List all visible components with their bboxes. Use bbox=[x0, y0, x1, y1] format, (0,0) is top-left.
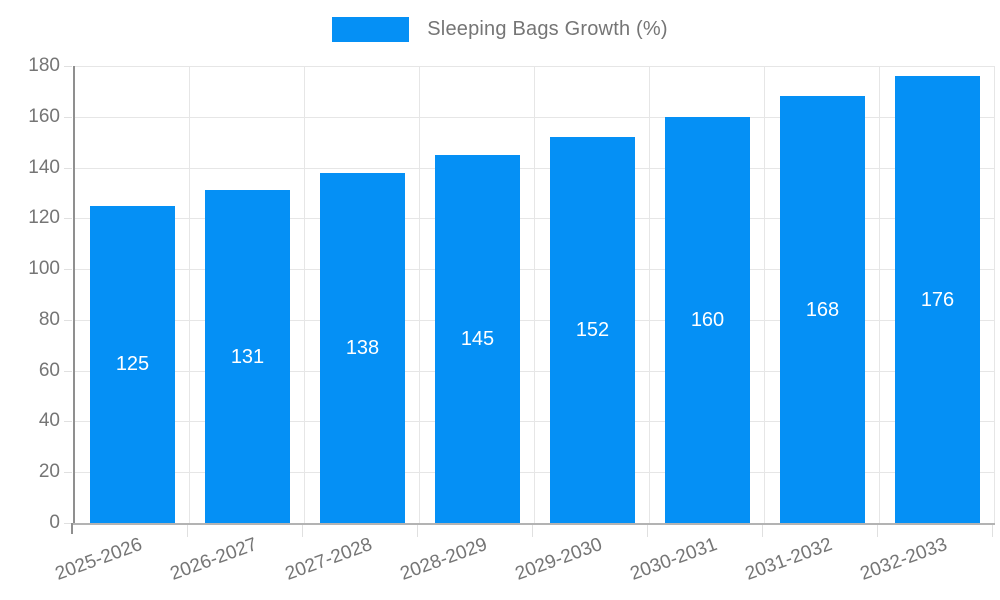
y-axis-tick bbox=[64, 472, 72, 474]
bar-value-label: 152 bbox=[575, 319, 610, 342]
x-axis-category-label: 2028-2029 bbox=[397, 534, 490, 585]
x-axis-tick bbox=[647, 525, 648, 537]
bar[interactable] bbox=[205, 190, 290, 523]
y-axis-label: 40 bbox=[38, 410, 60, 432]
bar-value-label: 125 bbox=[115, 353, 150, 376]
bar-value-label: 131 bbox=[230, 345, 265, 368]
x-axis-tick bbox=[532, 525, 533, 537]
h-gridline bbox=[75, 269, 995, 271]
v-gridline bbox=[649, 66, 650, 523]
y-axis-tick bbox=[64, 66, 72, 67]
x-axis-category-label: 2032-2033 bbox=[857, 534, 950, 585]
v-gridline bbox=[189, 66, 190, 523]
v-gridline bbox=[304, 66, 305, 523]
x-axis-tick bbox=[992, 525, 993, 537]
bar-value-label: 145 bbox=[460, 327, 495, 350]
y-axis-label: 180 bbox=[28, 55, 60, 76]
y-axis-tick bbox=[64, 523, 72, 524]
bar[interactable] bbox=[435, 154, 520, 523]
v-gridline bbox=[534, 66, 535, 523]
v-gridline bbox=[994, 66, 995, 523]
bar-value-label: 168 bbox=[805, 298, 840, 321]
x-axis-category-label: 2031-2032 bbox=[742, 534, 835, 585]
y-axis-tick bbox=[64, 319, 72, 321]
x-axis-category-label: 2027-2028 bbox=[282, 534, 375, 585]
h-gridline bbox=[75, 472, 995, 474]
x-axis-category-label: 2026-2027 bbox=[167, 534, 260, 585]
x-axis-tick bbox=[187, 525, 188, 537]
v-gridline bbox=[879, 66, 880, 523]
h-gridline bbox=[75, 167, 995, 169]
y-axis-label: 140 bbox=[28, 156, 60, 178]
bar[interactable] bbox=[320, 172, 405, 523]
x-axis-tick bbox=[302, 525, 303, 537]
bar[interactable] bbox=[780, 96, 865, 523]
bar-value-label: 138 bbox=[345, 336, 380, 359]
y-axis-label: 60 bbox=[38, 359, 60, 381]
h-gridline bbox=[75, 218, 995, 220]
x-axis-tick bbox=[762, 525, 763, 537]
y-axis-tick bbox=[64, 167, 72, 169]
bar[interactable] bbox=[895, 76, 980, 523]
x-axis-category-label: 2029-2030 bbox=[512, 534, 605, 585]
y-axis-tick bbox=[64, 421, 72, 423]
bar[interactable] bbox=[665, 116, 750, 523]
legend-label: Sleeping Bags Growth (%) bbox=[427, 18, 668, 40]
h-gridline bbox=[75, 421, 995, 423]
y-axis-label: 80 bbox=[38, 308, 60, 330]
bar-value-label: 176 bbox=[920, 288, 955, 311]
y-axis-tick bbox=[64, 116, 72, 118]
h-gridline bbox=[75, 319, 995, 321]
x-axis-line bbox=[73, 523, 995, 525]
y-axis-tick bbox=[64, 218, 72, 220]
y-axis-label: 100 bbox=[28, 258, 60, 280]
y-axis-label: 160 bbox=[28, 105, 60, 127]
legend[interactable]: Sleeping Bags Growth (%) bbox=[0, 17, 1000, 42]
legend-swatch bbox=[332, 17, 410, 42]
bar[interactable] bbox=[550, 137, 635, 523]
v-gridline bbox=[419, 66, 420, 523]
y-axis-tick bbox=[64, 370, 72, 372]
v-gridline bbox=[764, 66, 765, 523]
h-gridline bbox=[75, 66, 995, 67]
y-axis-label: 0 bbox=[49, 512, 60, 533]
y-axis-tick bbox=[64, 269, 72, 271]
h-gridline bbox=[75, 116, 995, 118]
x-axis-category-label: 2025-2026 bbox=[52, 534, 145, 585]
bar[interactable] bbox=[90, 205, 175, 523]
bar-value-label: 160 bbox=[690, 308, 725, 331]
plot-area: 125 131 138 145 152 160 168 176 bbox=[73, 66, 995, 525]
origin-tick bbox=[71, 523, 73, 534]
h-gridline bbox=[75, 370, 995, 372]
x-axis-category-label: 2030-2031 bbox=[627, 534, 720, 585]
y-axis-label: 120 bbox=[28, 207, 60, 229]
x-axis-tick bbox=[417, 525, 418, 537]
y-axis-label: 20 bbox=[38, 461, 60, 483]
x-axis-tick bbox=[877, 525, 878, 537]
